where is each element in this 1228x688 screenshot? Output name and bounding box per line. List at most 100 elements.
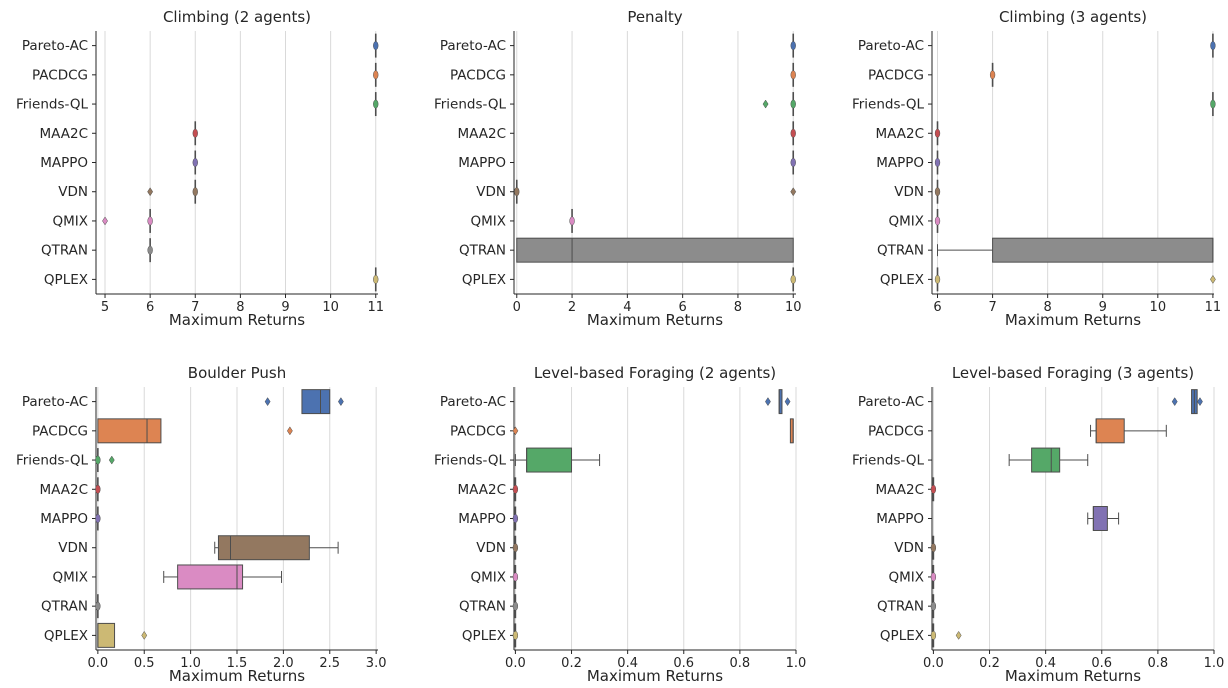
box-body bbox=[95, 514, 100, 522]
y-tick-label: QMIX bbox=[470, 569, 506, 585]
y-tick-label: PACDCG bbox=[450, 423, 506, 439]
box-body bbox=[148, 246, 153, 254]
box-body bbox=[98, 623, 115, 647]
box-body bbox=[791, 158, 796, 166]
y-tick-label: Friends-QL bbox=[16, 97, 89, 113]
box-body bbox=[791, 41, 796, 49]
y-tick-label: VDN bbox=[894, 540, 924, 556]
outlier-point bbox=[148, 188, 153, 196]
box-body bbox=[791, 129, 796, 137]
y-tick-label: QPLEX bbox=[880, 628, 924, 644]
box-vdn bbox=[215, 536, 338, 560]
y-tick-label: MAPPO bbox=[40, 511, 88, 527]
y-tick-label: MAA2C bbox=[39, 126, 88, 142]
box-body bbox=[517, 238, 793, 262]
y-tick-label: QMIX bbox=[52, 213, 88, 229]
box-qtran bbox=[517, 238, 793, 262]
x-tick-label: 0.8 bbox=[1148, 656, 1169, 671]
box-body bbox=[178, 565, 243, 589]
box-qtran bbox=[938, 238, 1213, 262]
box-body bbox=[373, 71, 378, 79]
x-tick-label: 0.5 bbox=[134, 656, 155, 671]
y-tick-label: MAPPO bbox=[458, 511, 506, 527]
y-tick-label: QTRAN bbox=[877, 243, 924, 259]
y-tick-label: QTRAN bbox=[41, 243, 88, 259]
box-qplex bbox=[935, 267, 1215, 291]
box-body bbox=[1096, 419, 1124, 443]
y-tick-label: Pareto-AC bbox=[858, 394, 924, 410]
chart-title: Penalty bbox=[627, 8, 682, 26]
box-pacdcg bbox=[791, 63, 796, 87]
box-body bbox=[931, 544, 936, 552]
x-tick-label: 7 bbox=[988, 300, 996, 315]
box-body bbox=[931, 602, 936, 610]
outlier-point bbox=[1197, 398, 1202, 406]
outlier-point bbox=[1210, 275, 1215, 283]
box-body bbox=[1210, 41, 1215, 49]
box-vdn bbox=[148, 180, 198, 204]
x-tick-label: 5 bbox=[101, 300, 109, 315]
box-body bbox=[373, 275, 378, 283]
y-tick-label: QPLEX bbox=[880, 272, 924, 288]
y-tick-label: Pareto-AC bbox=[22, 394, 88, 410]
box-body bbox=[513, 485, 518, 493]
x-tick-label: 0.0 bbox=[505, 656, 526, 671]
x-tick-label: 8 bbox=[734, 300, 742, 315]
x-axis-label: Maximum Returns bbox=[587, 667, 723, 685]
box-body bbox=[935, 217, 940, 225]
outlier-point bbox=[956, 631, 961, 639]
box-body bbox=[1093, 507, 1107, 531]
box-qplex bbox=[791, 267, 796, 291]
box-friends-ql bbox=[1009, 448, 1088, 472]
x-tick-label: 1.0 bbox=[1204, 656, 1225, 671]
box-pacdcg bbox=[1091, 419, 1167, 443]
x-tick-label: 11 bbox=[367, 300, 384, 315]
y-tick-label: VDN bbox=[58, 540, 88, 556]
box-body bbox=[990, 71, 995, 79]
box-body bbox=[95, 602, 100, 610]
x-axis-label: Maximum Returns bbox=[587, 311, 723, 329]
box-body bbox=[935, 129, 940, 137]
outlier-point bbox=[102, 217, 107, 225]
panel-level-based-foraging-3-agents: Level-based Foraging (3 agents)0.0 0.2 0.4… bbox=[852, 364, 1224, 685]
box-body bbox=[791, 275, 796, 283]
outlier-point bbox=[287, 427, 292, 435]
y-tick-label: Pareto-AC bbox=[858, 38, 924, 54]
box-body bbox=[373, 100, 378, 108]
x-tick-label: 0.2 bbox=[561, 656, 582, 671]
box-body bbox=[513, 544, 518, 552]
y-tick-label: MAA2C bbox=[875, 482, 924, 498]
box-body bbox=[514, 188, 519, 196]
box-body bbox=[218, 536, 309, 560]
panel-level-based-foraging-2-agents: Level-based Foraging (2 agents) 0.0 0.2 0.4… bbox=[434, 364, 806, 685]
y-tick-label: PACDCG bbox=[32, 67, 88, 83]
box-friends-ql bbox=[373, 92, 378, 116]
y-tick-label: PACDCG bbox=[450, 67, 506, 83]
box-body bbox=[513, 602, 518, 610]
y-tick-label: QTRAN bbox=[877, 599, 924, 615]
box-body bbox=[98, 419, 161, 443]
box-pacdcg bbox=[98, 419, 293, 443]
outlier-point bbox=[265, 398, 270, 406]
outlier-point bbox=[785, 398, 790, 406]
box-pareto-ac bbox=[1210, 34, 1215, 58]
y-tick-label: PACDCG bbox=[868, 67, 924, 83]
chart-title: Level-based Foraging (2 agents) bbox=[534, 364, 776, 382]
box-pacdcg bbox=[373, 63, 378, 87]
y-tick-label: MAA2C bbox=[39, 482, 88, 498]
y-tick-label: Friends-QL bbox=[852, 97, 925, 113]
x-tick-label: 0.0 bbox=[923, 656, 944, 671]
box-mappo bbox=[791, 151, 796, 175]
chart-title: Level-based Foraging (3 agents) bbox=[952, 364, 1194, 382]
box-friends-ql bbox=[763, 92, 796, 116]
box-qplex bbox=[931, 623, 961, 647]
box-body bbox=[1032, 448, 1060, 472]
outlier-point bbox=[791, 188, 796, 196]
box-qmix bbox=[570, 209, 575, 233]
x-tick-label: 3.0 bbox=[366, 656, 387, 671]
outlier-point bbox=[338, 398, 343, 406]
box-pareto-ac bbox=[265, 390, 343, 414]
y-tick-label: MAPPO bbox=[40, 155, 88, 171]
y-tick-label: QMIX bbox=[888, 213, 924, 229]
